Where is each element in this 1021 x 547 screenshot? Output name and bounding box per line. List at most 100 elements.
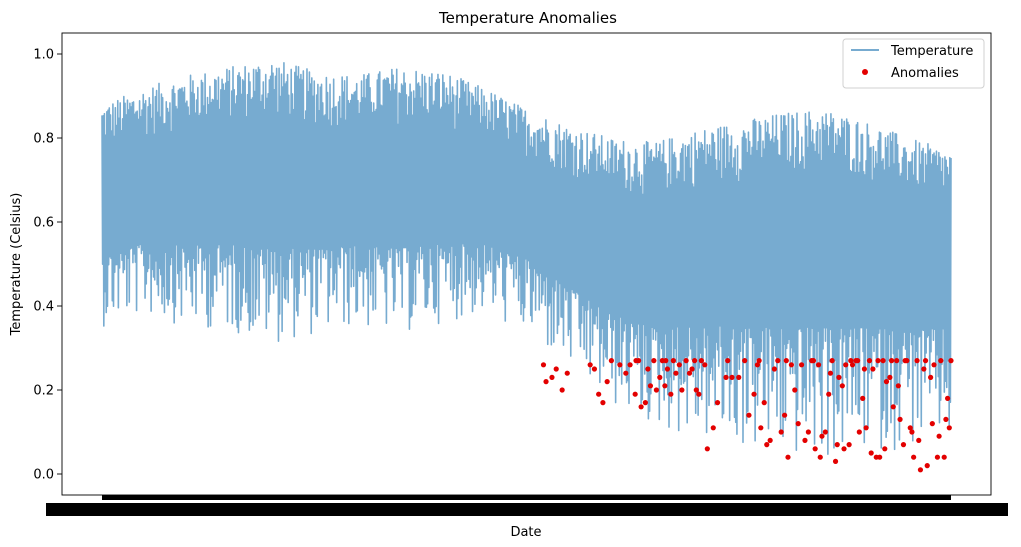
- anomaly-point: [829, 358, 835, 364]
- legend-dot-swatch: [862, 69, 868, 75]
- anomaly-point: [673, 370, 679, 376]
- anomaly-point: [714, 400, 721, 406]
- anomaly-point: [623, 370, 629, 376]
- anomaly-point: [849, 362, 856, 368]
- anomaly-point: [591, 366, 598, 372]
- anomaly-point: [686, 370, 693, 376]
- anomaly-point: [596, 391, 602, 397]
- anomaly-point: [921, 366, 927, 372]
- anomaly-point: [653, 387, 660, 393]
- x-tick-labels-band: [46, 503, 1008, 516]
- anomaly-point: [802, 437, 808, 443]
- y-tick-label: 0.4: [33, 300, 54, 315]
- anomaly-point: [692, 358, 698, 364]
- y-tick-label: 0.2: [33, 384, 54, 399]
- anomaly-point: [907, 425, 913, 431]
- anomaly-point: [663, 358, 669, 364]
- anomaly-point: [834, 442, 840, 448]
- anomaly-point: [608, 358, 615, 364]
- anomaly-point: [785, 454, 791, 460]
- anomaly-point: [827, 370, 834, 376]
- x-axis: [46, 495, 1008, 516]
- anomaly-point: [868, 450, 874, 456]
- anomaly-point: [877, 454, 883, 460]
- anomaly-point: [887, 374, 893, 380]
- chart-title: Temperature Anomalies: [438, 9, 617, 27]
- anomaly-point: [729, 374, 735, 380]
- anomaly-point: [948, 358, 954, 364]
- anomaly-point: [778, 429, 784, 435]
- anomaly-point: [798, 362, 805, 368]
- anomaly-point: [928, 374, 934, 380]
- anomaly-point: [792, 387, 798, 393]
- anomaly-point: [856, 429, 862, 435]
- anomaly-point: [839, 383, 845, 389]
- anomaly-point: [543, 379, 549, 385]
- anomaly-point: [795, 421, 801, 427]
- y-tick-label: 0.0: [33, 468, 54, 483]
- anomaly-point: [746, 412, 752, 418]
- anomaly-point: [564, 370, 570, 376]
- anomaly-point: [767, 437, 773, 443]
- anomaly-point: [848, 358, 854, 364]
- anomaly-point: [861, 366, 868, 372]
- anomalies-series: [540, 358, 954, 473]
- anomaly-point: [812, 446, 818, 452]
- anomaly-point: [764, 442, 770, 448]
- anomaly-point: [863, 425, 869, 431]
- anomaly-point: [679, 387, 685, 393]
- anomaly-point: [929, 421, 935, 427]
- anomaly-point: [810, 358, 817, 364]
- anomaly-point: [946, 425, 952, 431]
- anomaly-point: [693, 387, 699, 393]
- anomaly-point: [736, 374, 742, 380]
- anomaly-point: [617, 362, 623, 368]
- anomaly-point: [914, 358, 920, 364]
- anomaly-point: [870, 366, 876, 372]
- anomaly-point: [924, 463, 930, 469]
- anomaly-point: [917, 467, 924, 473]
- anomaly-point: [657, 374, 663, 380]
- anomaly-point: [696, 391, 702, 397]
- anomaly-point: [890, 404, 896, 410]
- legend-frame: [842, 38, 985, 89]
- legend: Temperature Anomalies: [842, 38, 985, 89]
- anomaly-point: [817, 454, 823, 460]
- anomaly-point: [843, 362, 849, 368]
- anomaly-point: [945, 395, 951, 401]
- anomaly-point: [783, 358, 789, 364]
- temperature-series: [101, 62, 952, 455]
- anomaly-point: [934, 454, 941, 460]
- anomaly-point: [710, 425, 716, 431]
- anomaly-point: [742, 358, 748, 364]
- legend-label-anomalies: Anomalies: [891, 66, 959, 81]
- anomaly-point: [943, 416, 949, 422]
- anomaly-point: [725, 358, 731, 364]
- anomaly-point: [587, 362, 593, 368]
- anomaly-point: [855, 358, 861, 364]
- anomaly-point: [941, 454, 947, 460]
- anomaly-point: [936, 433, 942, 439]
- anomaly-point: [822, 429, 828, 435]
- anomaly-point: [771, 366, 778, 372]
- anomaly-point: [938, 358, 944, 364]
- anomaly-point: [883, 379, 890, 385]
- x-tick-marks-band: [102, 495, 951, 500]
- anomaly-point: [645, 366, 651, 372]
- legend-label-temperature: Temperature: [890, 44, 973, 59]
- anomaly-point: [683, 358, 689, 364]
- anomaly-point: [826, 391, 832, 397]
- anomaly-point: [758, 425, 764, 431]
- anomaly-point: [689, 366, 695, 372]
- anomaly-point: [897, 416, 903, 422]
- anomaly-point: [902, 358, 908, 364]
- anomaly-point: [647, 383, 654, 389]
- anomaly-point: [900, 442, 907, 448]
- y-tick-label: 0.6: [33, 216, 54, 231]
- anomaly-point: [815, 362, 822, 368]
- anomaly-point: [549, 374, 555, 380]
- anomaly-point: [702, 362, 708, 368]
- anomaly-point: [911, 454, 917, 460]
- anomaly-point: [805, 429, 811, 435]
